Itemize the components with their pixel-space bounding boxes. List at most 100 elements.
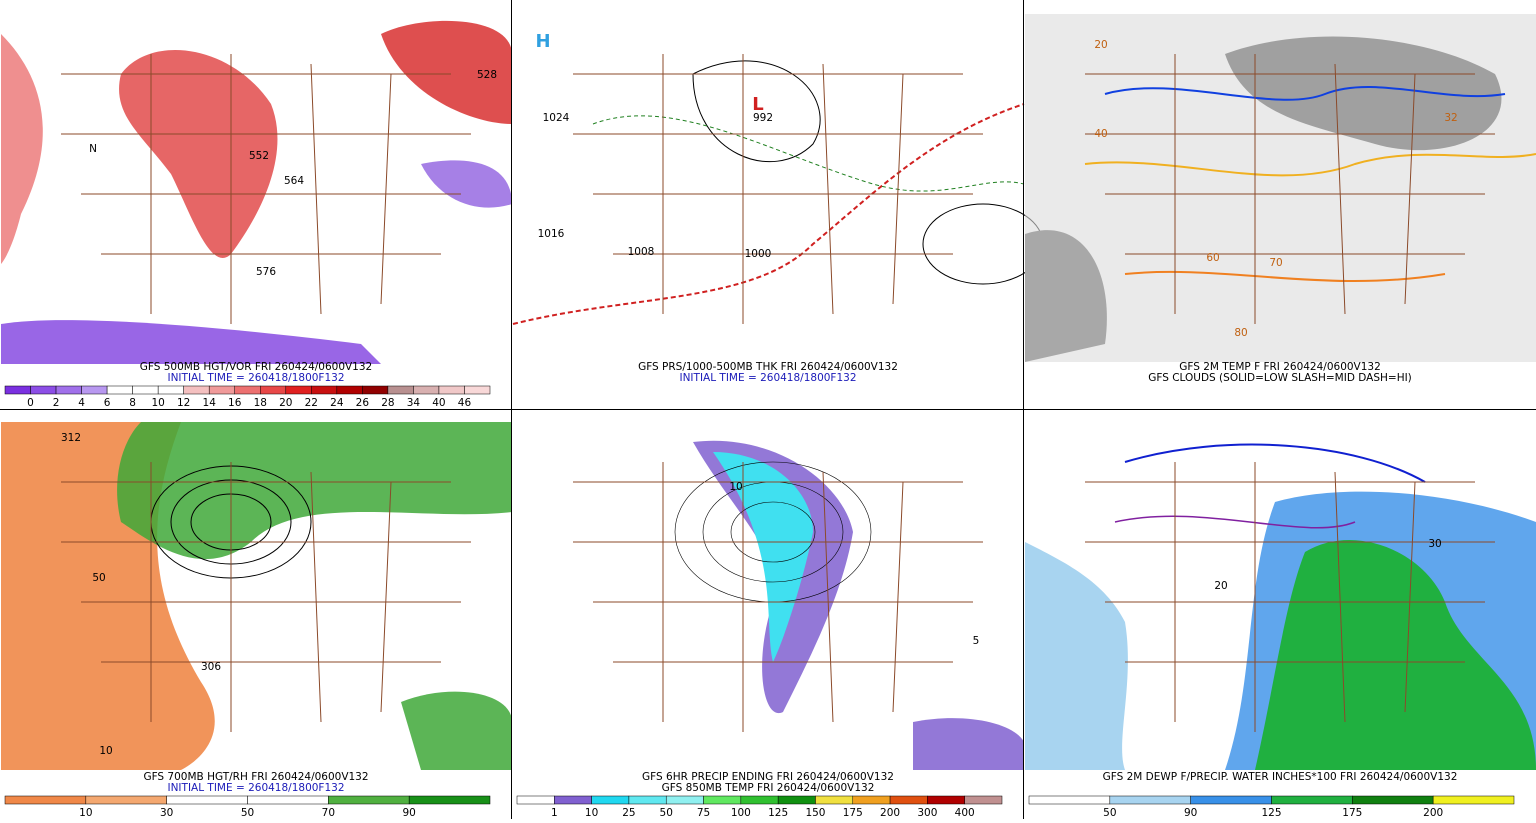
colorbar-label: 34 — [407, 397, 421, 409]
colorbar-segment — [166, 795, 248, 805]
colorbar-segment — [740, 795, 779, 805]
contour-label: 20 — [1214, 580, 1227, 592]
colorbar-label: 20 — [279, 397, 292, 409]
isotherm — [1084, 153, 1536, 177]
contour-label: 70 — [1269, 257, 1282, 269]
vorticity — [119, 50, 278, 258]
colorbar-label: 200 — [880, 807, 900, 819]
colorbar-segment — [413, 385, 440, 395]
map-panel: 20 32 40 60 70 80 — [1025, 14, 1536, 362]
map-caption: GFS 700MB HGT/RH FRI 260424/0600V132 — [143, 771, 368, 783]
colorbar-segment — [628, 795, 667, 805]
precip — [693, 440, 853, 714]
colorbar-label: 46 — [458, 397, 472, 409]
map-caption: GFS 2M DEWP F/PRECIP. WATER INCHES*100 F… — [1103, 771, 1458, 783]
colorbar-segment — [777, 795, 816, 805]
colorbar-label: 1 — [551, 807, 558, 819]
map-caption: GFS 500MB HGT/VOR FRI 260424/0600V132 — [140, 361, 372, 373]
colorbar-label: 24 — [330, 397, 344, 409]
pwat — [1255, 540, 1536, 770]
colorbar-segment — [438, 385, 465, 395]
isotherm — [1124, 270, 1446, 283]
colorbar-label: 150 — [805, 807, 825, 819]
contour-label: 552 — [249, 150, 269, 162]
colorbar-label: 12 — [177, 397, 190, 409]
political-borders — [573, 462, 983, 732]
map-caption: INITIAL TIME = 260418/1800F132 — [167, 782, 344, 794]
clouds — [1225, 36, 1502, 151]
map-caption: INITIAL TIME = 260418/1800F132 — [167, 372, 344, 384]
colorbar-segment — [1190, 795, 1272, 805]
colorbar-label: 300 — [917, 807, 937, 819]
colorbar-segment — [4, 795, 87, 805]
colorbar-label: 400 — [955, 807, 975, 819]
colorbar-segment — [208, 385, 235, 395]
map-panel: 1024 1016 1008 1000 992 H L — [512, 31, 1044, 325]
dewpoint — [1114, 515, 1356, 529]
vorticity — [1, 34, 43, 264]
colorbar-segment — [260, 385, 287, 395]
colorbar-segment — [591, 795, 630, 805]
contour-label: 564 — [284, 175, 304, 187]
thickness — [512, 103, 1025, 325]
colorbar-segment — [157, 385, 184, 395]
colorbar-label: 0 — [27, 397, 34, 409]
colorbar-segment — [30, 385, 57, 395]
colorbar-segment — [285, 385, 312, 395]
colorbar-label: 90 — [402, 807, 415, 819]
colorbar-label: 26 — [356, 397, 370, 409]
colorbar-segment — [1109, 795, 1191, 805]
colorbar-segment — [964, 795, 1003, 805]
colorbar-segment — [81, 385, 108, 395]
contour-label: 1024 — [543, 112, 570, 124]
rh — [1, 422, 215, 770]
colorbar-segment — [815, 795, 854, 805]
map-caption: GFS 2M TEMP F FRI 260424/0600V132 — [1179, 361, 1381, 373]
map-caption: GFS PRS/1000-500MB THK FRI 260424/0600V1… — [638, 361, 898, 373]
isobar — [692, 60, 821, 162]
colorbar-label: 125 — [768, 807, 788, 819]
political-borders — [61, 462, 471, 732]
colorbar-label: 10 — [79, 807, 92, 819]
colorbar-label: 4 — [78, 397, 85, 409]
colorbar-segment — [1352, 795, 1434, 805]
contour-label: 992 — [753, 112, 773, 124]
colorbar-segment — [927, 795, 965, 805]
colorbar-segment — [1271, 795, 1353, 805]
colorbar-segment — [703, 795, 742, 805]
colorbar-label: 40 — [432, 397, 445, 409]
colorbar-segment — [55, 385, 82, 395]
colorbar-label: 200 — [1423, 807, 1443, 819]
contour-label: 10 — [729, 481, 742, 493]
colorbar-label: 6 — [104, 397, 111, 409]
colorbar-segment — [387, 385, 414, 395]
political-borders — [1085, 54, 1495, 324]
map-caption: GFS 850MB TEMP FRI 260424/0600V132 — [662, 782, 875, 794]
contour-label: 306 — [201, 661, 221, 673]
colorbar-label: 14 — [203, 397, 217, 409]
colorbar-segment — [183, 385, 210, 395]
colorbar-label: 8 — [129, 397, 136, 409]
colorbar-label: 90 — [1184, 807, 1197, 819]
contour-label: 528 — [477, 69, 497, 81]
colorbar-label: 50 — [660, 807, 673, 819]
precip — [913, 718, 1024, 770]
contour-label: 20 — [1094, 39, 1107, 51]
contour-label: 576 — [256, 266, 276, 278]
colorbar-segment — [328, 795, 410, 805]
temp-contour — [730, 501, 816, 563]
colorbar-segment — [311, 385, 338, 395]
vorticity — [381, 20, 512, 124]
contour-label: 10 — [99, 745, 112, 757]
colorbar-label: 75 — [697, 807, 710, 819]
vorticity — [421, 160, 512, 208]
political-borders — [61, 54, 471, 324]
colorbar-label: 125 — [1261, 807, 1281, 819]
precip — [713, 452, 813, 662]
colorbar-segment — [247, 795, 329, 805]
political-borders — [1085, 462, 1495, 732]
pressure-center: H — [535, 31, 550, 52]
colorbar-segment — [4, 385, 31, 395]
colorbar-segment — [665, 795, 704, 805]
